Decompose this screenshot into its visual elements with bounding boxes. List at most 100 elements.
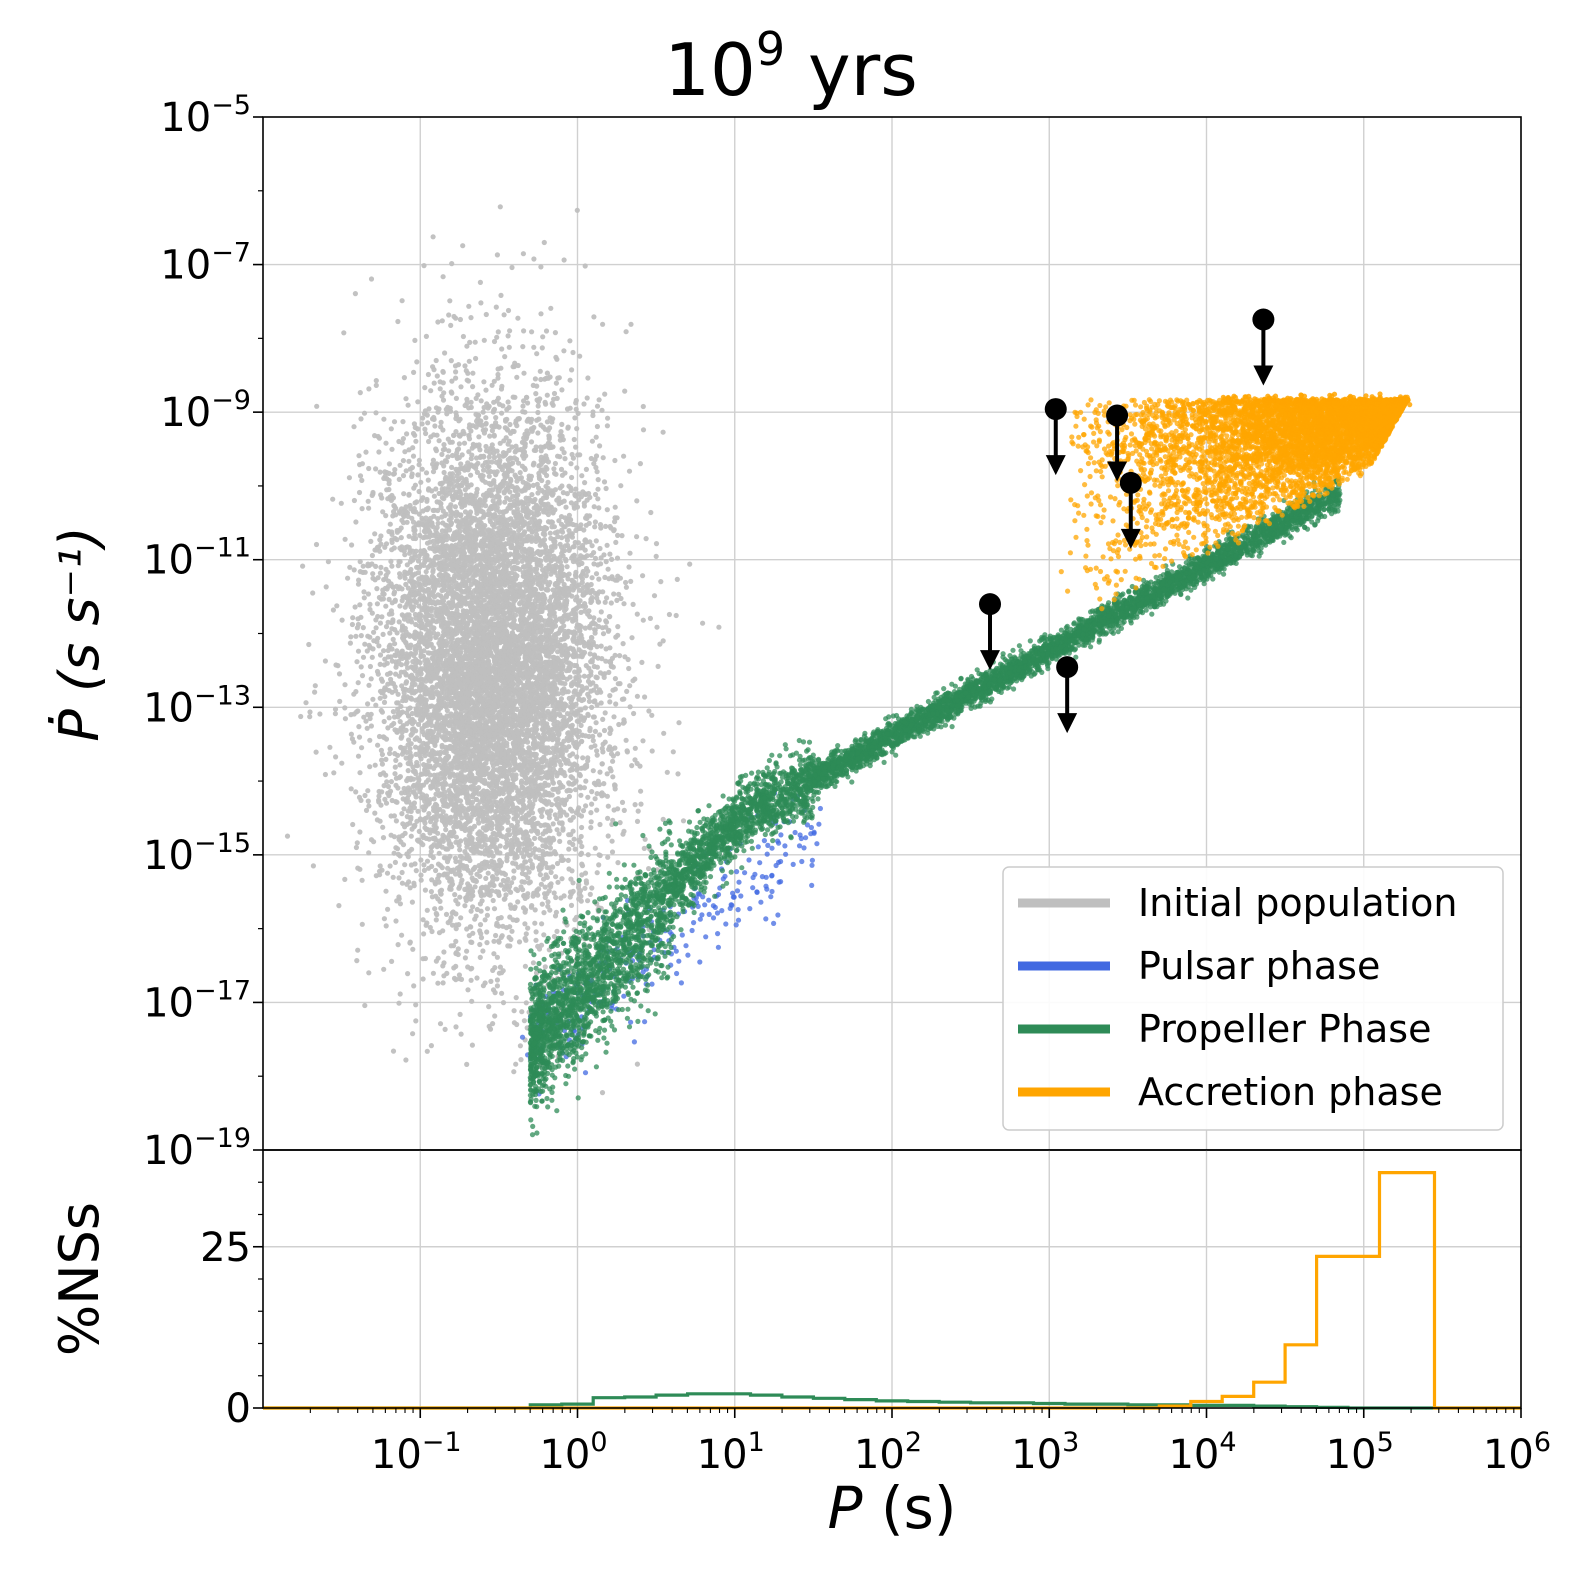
initial-population-point bbox=[394, 529, 400, 535]
initial-population-point bbox=[447, 298, 453, 304]
initial-population-point bbox=[481, 337, 487, 343]
initial-population-point bbox=[354, 958, 360, 964]
initial-population-point bbox=[568, 485, 574, 491]
initial-population-point bbox=[558, 521, 565, 527]
initial-population-point bbox=[498, 365, 504, 371]
initial-population-point bbox=[534, 417, 540, 423]
initial-population-point bbox=[448, 943, 454, 949]
initial-population-point bbox=[399, 298, 405, 304]
initial-population-point bbox=[354, 659, 360, 665]
initial-population-point bbox=[483, 311, 489, 318]
initial-population-point bbox=[511, 868, 517, 874]
initial-population-point bbox=[539, 345, 545, 351]
initial-population-point bbox=[602, 739, 608, 745]
initial-population-point bbox=[511, 1069, 517, 1075]
initial-population-point bbox=[470, 384, 476, 390]
initial-population-point bbox=[586, 698, 593, 705]
initial-population-point bbox=[418, 877, 424, 883]
initial-population-point bbox=[348, 634, 354, 640]
initial-population-point bbox=[594, 807, 600, 813]
initial-population-point bbox=[553, 471, 559, 477]
initial-population-point bbox=[582, 480, 588, 486]
initial-population-point bbox=[499, 933, 505, 939]
initial-population-point bbox=[381, 783, 387, 789]
initial-population-point bbox=[488, 978, 494, 985]
initial-population-point bbox=[431, 796, 437, 802]
initial-population-point bbox=[613, 701, 619, 707]
initial-population-point bbox=[455, 559, 461, 565]
initial-population-point bbox=[390, 1048, 397, 1054]
initial-population-point bbox=[478, 398, 484, 404]
initial-population-point bbox=[578, 792, 584, 798]
initial-population-point bbox=[525, 875, 531, 881]
initial-population-point bbox=[612, 457, 618, 464]
initial-population-point bbox=[395, 714, 401, 720]
initial-population-point bbox=[465, 881, 471, 887]
initial-population-point bbox=[579, 738, 585, 744]
initial-population-point bbox=[364, 648, 370, 654]
initial-population-point bbox=[627, 683, 633, 689]
initial-population-point bbox=[386, 611, 392, 617]
initial-population-point bbox=[330, 496, 336, 502]
initial-population-point bbox=[439, 514, 445, 520]
initial-population-point bbox=[396, 875, 402, 881]
initial-population-point bbox=[356, 724, 362, 730]
initial-population-point bbox=[408, 814, 414, 821]
initial-population-point bbox=[605, 415, 611, 421]
initial-population-point bbox=[595, 496, 601, 502]
initial-population-point bbox=[463, 476, 469, 482]
initial-population-point bbox=[387, 521, 393, 527]
initial-population-point bbox=[397, 559, 403, 565]
initial-population-point bbox=[462, 784, 468, 790]
initial-population-point bbox=[585, 852, 591, 858]
initial-population-point bbox=[395, 942, 401, 948]
initial-population-point bbox=[423, 470, 430, 476]
initial-population-point bbox=[551, 466, 557, 472]
initial-population-point bbox=[397, 762, 403, 768]
initial-population-point bbox=[435, 319, 441, 325]
initial-population-point bbox=[389, 958, 395, 965]
initial-population-point bbox=[339, 617, 345, 623]
initial-population-point bbox=[357, 473, 364, 479]
initial-population-point bbox=[538, 311, 544, 317]
initial-population-point bbox=[607, 744, 613, 750]
initial-population-point bbox=[358, 664, 364, 670]
initial-population-point bbox=[368, 276, 375, 282]
initial-population-point bbox=[481, 404, 487, 411]
initial-population-point bbox=[442, 350, 448, 356]
initial-population-point bbox=[381, 662, 387, 668]
initial-population-point bbox=[453, 369, 459, 375]
initial-population-point bbox=[381, 699, 388, 706]
initial-population-point bbox=[433, 958, 439, 964]
initial-population-point bbox=[307, 709, 313, 715]
initial-population-point bbox=[598, 609, 604, 615]
initial-population-point bbox=[416, 828, 422, 835]
initial-population-point bbox=[420, 976, 426, 982]
initial-population-point bbox=[469, 875, 475, 881]
initial-population-point bbox=[475, 392, 481, 398]
initial-population-point bbox=[502, 871, 508, 878]
initial-population-point bbox=[537, 368, 543, 374]
initial-population-point bbox=[632, 745, 638, 751]
initial-population-point bbox=[583, 565, 590, 572]
initial-population-point bbox=[545, 903, 551, 910]
initial-population-point bbox=[399, 880, 405, 886]
initial-population-point bbox=[651, 593, 658, 599]
initial-population-point bbox=[522, 963, 529, 969]
initial-population-point bbox=[365, 798, 371, 804]
initial-population-point bbox=[494, 954, 500, 960]
initial-population-point bbox=[409, 619, 415, 625]
initial-population-point bbox=[355, 680, 361, 686]
initial-population-point bbox=[573, 522, 579, 528]
initial-population-point bbox=[653, 541, 660, 547]
initial-population-point bbox=[413, 1018, 419, 1024]
initial-population-point bbox=[369, 552, 375, 559]
initial-population-point bbox=[453, 395, 459, 401]
initial-population-point bbox=[373, 466, 379, 472]
initial-population-point bbox=[362, 1002, 368, 1009]
initial-population-point bbox=[572, 415, 578, 421]
initial-population-point bbox=[618, 483, 624, 489]
initial-population-point bbox=[509, 928, 515, 934]
initial-population-point bbox=[561, 893, 567, 899]
initial-population-point bbox=[367, 764, 373, 770]
